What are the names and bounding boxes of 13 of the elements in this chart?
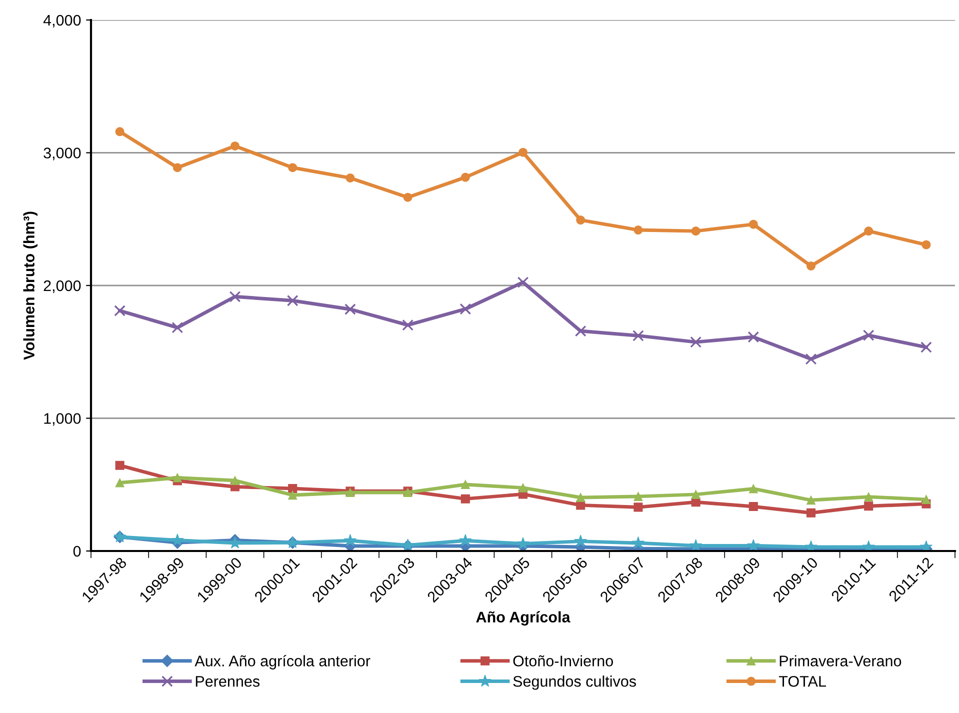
y-tick-label: 2,000 xyxy=(44,280,81,293)
legend-label: Primavera-Verano xyxy=(780,655,902,666)
legend-label: Perennes xyxy=(196,676,260,687)
y-tick-label: 3,000 xyxy=(44,148,81,160)
y-axis-title: Volumen bruto (hm³) xyxy=(23,212,38,360)
y-tick-label: 1,000 xyxy=(44,413,81,426)
legend-label: Otoño-Invierno xyxy=(513,655,613,666)
x-axis-title: Año Agrícola xyxy=(476,611,570,626)
y-tick-label: 0 xyxy=(73,546,81,557)
legend-label: Segundos cultivos xyxy=(513,676,636,690)
legend-label: TOTAL xyxy=(778,676,826,687)
y-tick-label: 4,000 xyxy=(43,14,81,28)
legend-label: Aux. Año agrícola anterior xyxy=(194,655,370,670)
